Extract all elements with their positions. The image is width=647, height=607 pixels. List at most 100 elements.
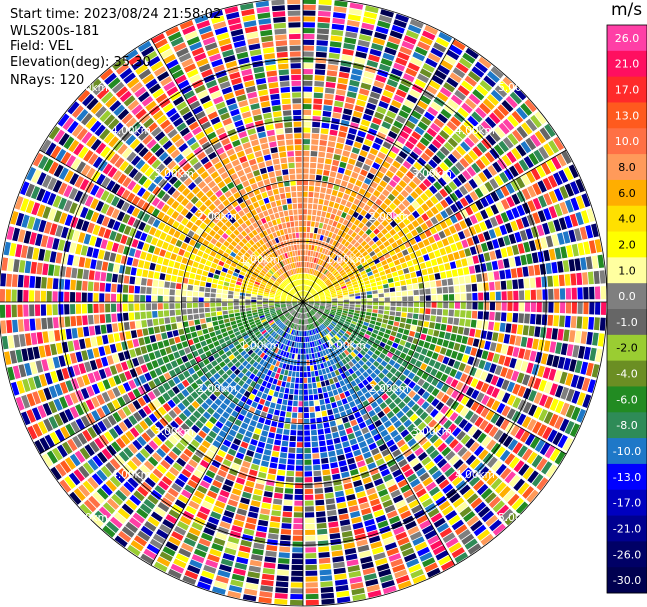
radar-cell — [304, 448, 311, 454]
radar-cell — [570, 181, 580, 195]
radar-cell — [318, 546, 330, 553]
radar-cell — [495, 343, 503, 353]
radar-cell — [115, 437, 126, 449]
radar-cell — [303, 221, 307, 227]
radar-cell — [496, 504, 510, 517]
radar-cell — [386, 41, 399, 50]
radar-cell — [461, 467, 472, 478]
radar-cell — [563, 329, 570, 342]
radar-cell — [329, 359, 335, 366]
radar-cell — [425, 308, 431, 315]
radar-cell — [253, 396, 261, 403]
radar-cell — [157, 295, 163, 302]
radar-cell — [483, 75, 496, 88]
radar-cell — [352, 110, 363, 118]
radar-cell — [325, 433, 332, 440]
radar-cell — [587, 379, 596, 393]
radar-cell — [160, 459, 171, 470]
radar-cell — [479, 221, 488, 232]
radar-cell — [325, 293, 331, 296]
radar-cell — [376, 185, 384, 193]
radar-cell — [97, 381, 106, 392]
radar-cell — [402, 175, 411, 184]
radar-cell — [559, 288, 566, 300]
radar-cell — [306, 267, 308, 274]
radar-cell — [280, 534, 291, 541]
radar-cell — [425, 295, 431, 301]
radar-cell — [438, 555, 452, 566]
radar-cell — [467, 70, 481, 83]
radar-cell — [64, 408, 74, 422]
radar-cell — [367, 305, 373, 309]
radar-cell — [392, 494, 404, 504]
radar-cell — [420, 247, 428, 255]
radar-cell — [461, 80, 474, 92]
radar-cell — [457, 268, 464, 276]
radar-cell — [282, 351, 287, 357]
radar-cell — [396, 302, 402, 307]
radar-cell — [463, 266, 470, 275]
radar-cell — [440, 108, 452, 119]
radar-cell — [323, 311, 329, 315]
radar-cell — [315, 313, 320, 318]
radar-cell — [252, 289, 258, 293]
radar-cell — [389, 30, 403, 40]
radar-cell — [406, 170, 415, 180]
radar-cell — [275, 403, 282, 410]
radar-cell — [382, 585, 397, 595]
radar-cell — [586, 362, 594, 377]
radar-cell — [523, 349, 531, 361]
radar-cell — [304, 488, 314, 495]
radar-cell — [365, 228, 372, 236]
radar-cell — [320, 134, 328, 141]
radar-cell — [384, 310, 390, 315]
radar-cell — [307, 377, 312, 383]
radar-cell — [184, 463, 195, 473]
radar-cell — [196, 464, 207, 474]
radar-cell — [367, 302, 373, 305]
radar-cell — [565, 199, 574, 213]
radar-cell — [308, 299, 314, 301]
radar-cell — [271, 510, 281, 517]
radar-cell — [154, 485, 166, 496]
radar-cell — [388, 553, 402, 562]
radar-cell — [187, 284, 194, 291]
radar-cell — [382, 384, 390, 392]
radar-cell — [41, 277, 47, 289]
radar-cell — [286, 302, 292, 304]
radar-cell — [402, 73, 415, 83]
radar-cell — [29, 275, 36, 288]
radar-cell — [304, 424, 310, 430]
radar-cell — [328, 219, 334, 226]
radar-cell — [318, 10, 331, 17]
radar-cell — [495, 302, 501, 311]
radar-cell — [11, 274, 18, 287]
radar-cell — [575, 195, 585, 210]
radar-cell — [294, 330, 297, 336]
radar-cell — [357, 334, 363, 340]
radar-cell — [424, 529, 438, 540]
radar-cell — [361, 446, 370, 454]
radar-cell — [434, 273, 441, 280]
radar-cell — [323, 329, 329, 335]
radar-cell — [313, 476, 322, 483]
radar-cell — [306, 279, 309, 285]
radar-cell — [274, 334, 279, 340]
radar-cell — [305, 541, 316, 547]
radar-cell — [444, 196, 454, 206]
radar-cell — [44, 344, 52, 357]
radar-cell — [417, 121, 428, 131]
radar-cell — [162, 382, 171, 391]
radar-cell — [80, 387, 90, 400]
radar-cell — [500, 367, 508, 378]
radar-cell — [79, 338, 86, 350]
radar-cell — [499, 171, 509, 184]
radar-cell — [260, 508, 271, 515]
radar-cell — [272, 346, 277, 352]
radar-cell — [323, 321, 329, 326]
radar-cell — [134, 303, 140, 311]
radar-cell — [311, 133, 320, 140]
radar-cell — [319, 140, 327, 146]
radar-cell — [357, 237, 364, 244]
radar-cell — [183, 433, 193, 443]
